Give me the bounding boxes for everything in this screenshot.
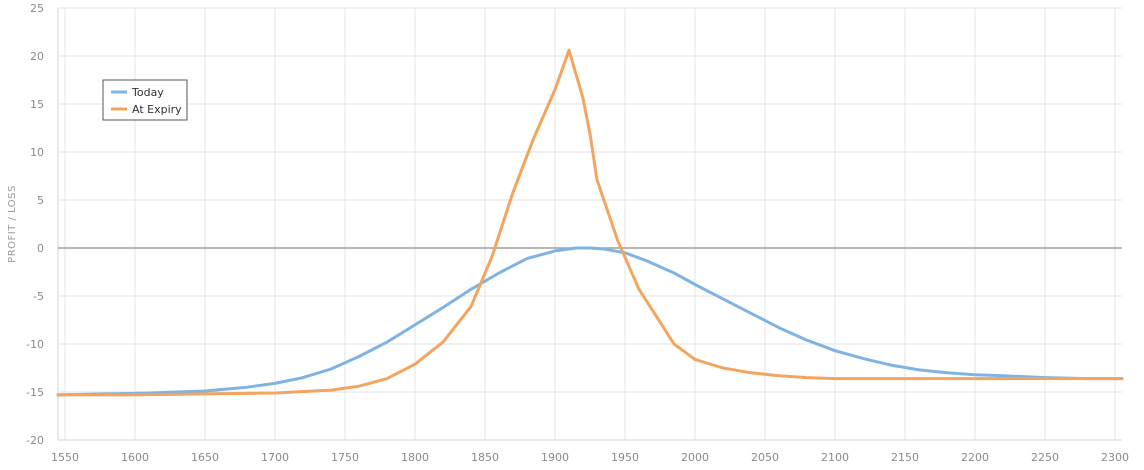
x-tick-label: 1800 [401, 451, 429, 464]
x-tick-label: 1900 [541, 451, 569, 464]
x-tick-label: 2250 [1031, 451, 1059, 464]
x-tick-label: 2300 [1101, 451, 1129, 464]
x-tick-label: 2050 [751, 451, 779, 464]
y-axis-label: PROFIT / LOSS [7, 185, 18, 263]
x-tick-label: 1700 [261, 451, 289, 464]
x-tick-label: 2000 [681, 451, 709, 464]
legend-label: At Expiry [132, 103, 182, 116]
y-tick-label: -20 [26, 434, 44, 447]
x-tick-label: 1750 [331, 451, 359, 464]
x-tick-label: 1850 [471, 451, 499, 464]
y-tick-label: -5 [33, 290, 44, 303]
y-tick-label: 20 [30, 50, 44, 63]
y-tick-label: 10 [30, 146, 44, 159]
x-tick-label: 1600 [121, 451, 149, 464]
x-tick-label: 1650 [191, 451, 219, 464]
legend-items: Today At Expiry [111, 86, 182, 116]
legend-label: Today [131, 86, 164, 99]
y-tick-label: -10 [26, 338, 44, 351]
legend-box [102, 79, 188, 121]
x-axis-ticks: 1550 1600 1650 1700 1750 1800 1850 1900 1950 2000… [51, 451, 1129, 464]
series-line-at-expiry [56, 48, 1124, 397]
series-lines [56, 48, 1124, 397]
legend: Today At Expiry [102, 79, 188, 121]
y-axis-ticks: -20 -15 -10 -5 0 5 10 15 20 25 [26, 2, 44, 447]
x-tick-label: 2150 [891, 451, 919, 464]
series-line-today [56, 246, 1124, 397]
y-tick-label: -15 [26, 386, 44, 399]
x-tick-label: 1550 [51, 451, 79, 464]
y-tick-label: 15 [30, 98, 44, 111]
x-tick-label: 2100 [821, 451, 849, 464]
y-tick-label: 5 [37, 194, 44, 207]
x-tick-label: 1950 [611, 451, 639, 464]
y-tick-label: 0 [37, 242, 44, 255]
y-tick-label: 25 [30, 2, 44, 15]
x-tick-label: 2200 [961, 451, 989, 464]
